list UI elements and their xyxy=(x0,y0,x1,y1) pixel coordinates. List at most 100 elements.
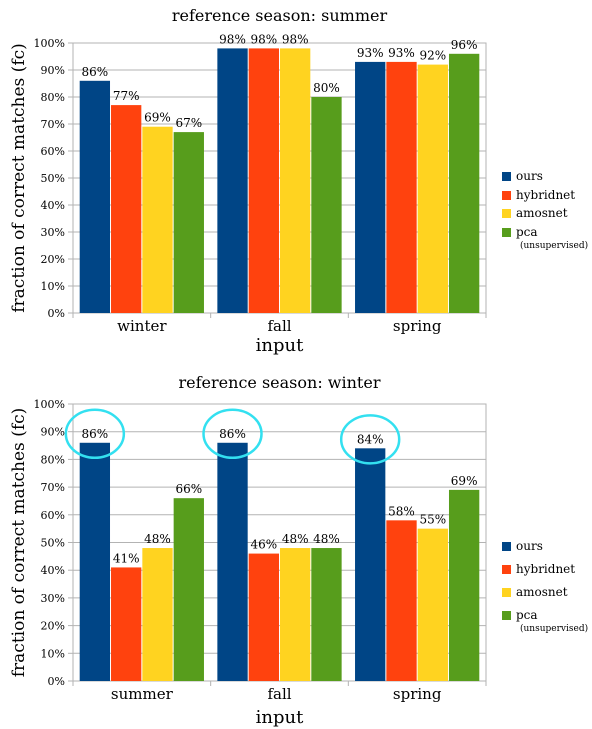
data-label: 98% xyxy=(282,32,309,46)
y-tick-label: 50% xyxy=(41,537,65,550)
y-tick-label: 100% xyxy=(34,398,65,411)
data-label: 93% xyxy=(388,46,415,60)
y-tick-label: 40% xyxy=(41,564,65,577)
y-tick-label: 70% xyxy=(41,481,65,494)
x-tick-label: spring xyxy=(393,317,442,335)
data-label: 48% xyxy=(144,532,171,546)
chart-title: reference season: winter xyxy=(179,373,381,392)
y-tick-label: 10% xyxy=(41,647,65,660)
y-tick-label: 70% xyxy=(41,118,65,131)
legend-label: ours xyxy=(516,539,543,553)
data-label: 86% xyxy=(82,427,109,441)
legend-label: hybridnet xyxy=(516,188,575,202)
data-label: 80% xyxy=(313,81,340,95)
bar-pca-fall xyxy=(311,548,342,681)
chart-title: reference season: summer xyxy=(172,6,388,25)
bar-pca-spring xyxy=(448,53,480,314)
data-label: 66% xyxy=(175,482,202,496)
y-tick-label: 100% xyxy=(34,37,65,50)
bar-hybridnet-spring xyxy=(386,520,417,681)
legend: ours hybridnet amosnet pca(unsupervised) xyxy=(502,169,588,251)
data-label: 86% xyxy=(219,427,246,441)
bar-hybridnet-summer xyxy=(111,567,142,681)
plot-frame xyxy=(72,42,487,314)
data-label: 98% xyxy=(251,32,278,46)
highlight-circle xyxy=(339,414,401,465)
bar-pca-fall xyxy=(311,97,342,313)
legend-label: amosnet xyxy=(516,206,568,220)
legend-swatch-amosnet xyxy=(502,588,511,597)
y-tick-label: 50% xyxy=(41,172,65,185)
highlight-circle xyxy=(64,408,126,460)
y-axis-label: fraction of correct matches (fc) xyxy=(9,408,29,678)
y-tick-label: 80% xyxy=(41,453,65,466)
y-tick-label: 90% xyxy=(41,426,65,439)
data-label: 86% xyxy=(82,65,109,79)
y-tick-label: 80% xyxy=(41,91,65,104)
legend-swatch-pca xyxy=(502,228,511,237)
bar-ours-fall xyxy=(217,48,248,314)
bar-hybridnet-fall xyxy=(248,553,279,681)
highlight-circle xyxy=(202,408,263,460)
legend-label: pca xyxy=(516,225,538,239)
data-label: 93% xyxy=(357,46,384,60)
bar-amosnet-spring xyxy=(417,528,448,681)
y-tick-label: 40% xyxy=(41,199,65,212)
data-label: 69% xyxy=(144,111,171,125)
bar-pca-summer xyxy=(173,498,204,681)
y-tick-label: 60% xyxy=(41,145,65,158)
x-tick-label: fall xyxy=(267,317,291,335)
bar-ours-winter xyxy=(79,80,111,313)
legend-note: (unsupervised) xyxy=(520,240,588,251)
data-label: 41% xyxy=(113,551,140,565)
legend: ours hybridnet amosnet pca(unsupervised) xyxy=(502,539,588,634)
legend-swatch-pca xyxy=(502,611,511,620)
bar-ours-spring xyxy=(355,448,386,681)
data-label: 92% xyxy=(419,49,446,63)
legend-label: pca xyxy=(516,608,538,622)
legend-swatch-ours xyxy=(502,542,511,551)
data-label: 67% xyxy=(175,116,202,130)
data-label: 48% xyxy=(282,532,309,546)
data-label: 46% xyxy=(251,538,278,552)
x-tick-label: summer xyxy=(111,685,174,703)
bar-amosnet-fall xyxy=(280,548,311,681)
bar-amosnet-fall xyxy=(280,48,311,314)
x-tick-label: spring xyxy=(393,685,442,703)
data-label: 98% xyxy=(219,32,246,46)
legend-label: amosnet xyxy=(516,585,568,599)
data-label: 58% xyxy=(388,504,415,518)
y-tick-label: 60% xyxy=(41,509,65,522)
data-label: 84% xyxy=(357,432,384,446)
data-label: 48% xyxy=(313,532,340,546)
y-tick-label: 20% xyxy=(41,253,65,266)
data-label: 96% xyxy=(451,38,478,52)
plot-frame xyxy=(72,403,487,682)
bar-ours-spring xyxy=(355,61,386,314)
legend-swatch-amosnet xyxy=(502,209,511,218)
x-axis-label: input xyxy=(256,335,304,356)
y-tick-label: 0% xyxy=(48,307,65,320)
chart-1: reference season: summer 0% 10% 20% 30% 40% 50… xyxy=(9,6,588,356)
legend-swatch-hybridnet xyxy=(502,565,511,574)
data-label: 55% xyxy=(419,513,446,527)
data-label: 69% xyxy=(451,474,478,488)
bar-amosnet-spring xyxy=(417,64,448,313)
y-tick-label: 10% xyxy=(41,280,65,293)
bar-amosnet-winter xyxy=(142,126,173,313)
bar-pca-winter xyxy=(173,132,204,313)
bar-hybridnet-spring xyxy=(386,61,417,314)
x-tick-label: winter xyxy=(117,317,167,335)
legend-swatch-hybridnet xyxy=(502,191,511,200)
x-axis-label: input xyxy=(256,707,304,728)
legend-swatch-ours xyxy=(502,172,511,181)
y-tick-label: 20% xyxy=(41,620,65,633)
x-tick-label: fall xyxy=(267,685,291,703)
y-tick-label: 0% xyxy=(48,675,65,688)
bar-ours-fall xyxy=(217,442,248,681)
y-axis-label: fraction of correct matches (fc) xyxy=(9,43,29,313)
bar-amosnet-summer xyxy=(142,548,173,681)
chart-2: reference season: winter 0% 10% 20% 30% 40% 50… xyxy=(9,373,588,728)
y-tick-label: 30% xyxy=(41,592,65,605)
